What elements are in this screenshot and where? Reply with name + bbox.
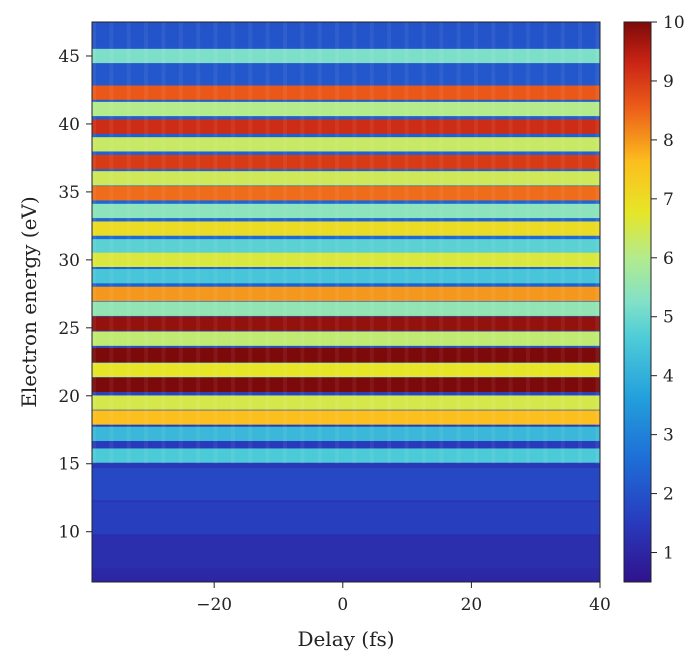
energy-band xyxy=(92,48,600,64)
modulation-stripe xyxy=(196,22,201,464)
colorbar-tick-label: 6 xyxy=(663,249,674,269)
colorbar-tick-label: 8 xyxy=(663,131,674,151)
modulation-stripe xyxy=(578,22,583,464)
modulation-stripe xyxy=(456,22,461,464)
energy-band xyxy=(92,171,600,186)
modulation-stripe xyxy=(560,22,565,464)
x-axis-label: Delay (fs) xyxy=(297,627,394,651)
energy-band xyxy=(92,395,600,410)
x-tick-label: 40 xyxy=(589,595,611,615)
modulation-stripe xyxy=(144,22,149,464)
plot-area xyxy=(91,21,601,583)
modulation-stripe xyxy=(387,22,392,464)
modulation-stripe xyxy=(508,22,513,464)
energy-band xyxy=(92,426,600,441)
colorbar-tick-label: 3 xyxy=(663,426,674,446)
modulation-stripe xyxy=(439,22,444,464)
y-axis-label: Electron energy (eV) xyxy=(17,196,41,407)
energy-band xyxy=(92,252,600,267)
energy-band xyxy=(92,137,600,152)
energy-band xyxy=(92,331,600,346)
energy-band xyxy=(92,377,600,393)
modulation-stripe xyxy=(526,22,531,464)
modulation-stripe xyxy=(213,22,218,464)
colorbar-frame xyxy=(623,21,652,583)
energy-band xyxy=(92,467,600,501)
modulation-stripe xyxy=(92,22,96,464)
energy-band xyxy=(92,501,600,535)
modulation-stripe xyxy=(473,22,478,464)
colorbar-tick-label: 10 xyxy=(663,13,685,33)
energy-band xyxy=(92,101,600,117)
modulation-stripe xyxy=(109,22,114,464)
y-tick-label: 40 xyxy=(58,115,80,135)
colorbar-tick-label: 1 xyxy=(663,544,674,564)
energy-band xyxy=(92,316,600,331)
y-tick-label: 30 xyxy=(58,251,80,271)
energy-band xyxy=(92,535,600,569)
delay-modulation xyxy=(92,22,600,464)
energy-band xyxy=(92,448,600,463)
x-tick-label: −20 xyxy=(196,595,232,615)
energy-band xyxy=(92,203,600,219)
modulation-stripe xyxy=(335,22,340,464)
y-tick-label: 45 xyxy=(58,47,80,67)
y-tick-label: 25 xyxy=(58,319,80,339)
modulation-stripe xyxy=(491,22,496,464)
modulation-stripe xyxy=(230,22,235,464)
colorbar-tick-label: 4 xyxy=(663,367,674,387)
y-tick-label: 15 xyxy=(58,455,80,475)
y-tick-label: 20 xyxy=(58,387,80,407)
modulation-stripe xyxy=(248,22,253,464)
colorbar-tick-label: 5 xyxy=(663,308,674,328)
modulation-stripe xyxy=(317,22,322,464)
colorbar-ticks: 1 2 3 4 5 6 7 8 9 10 xyxy=(651,13,685,564)
colorbar: 1 2 3 4 5 6 7 8 9 10 xyxy=(623,13,685,583)
modulation-stripe xyxy=(265,22,270,464)
modulation-stripe xyxy=(421,22,426,464)
modulation-stripe xyxy=(595,22,600,464)
colorbar-tick-label: 7 xyxy=(663,190,674,210)
modulation-stripe xyxy=(369,22,374,464)
plot-frame xyxy=(91,21,601,583)
energy-band xyxy=(92,286,600,301)
energy-band xyxy=(92,154,600,170)
modulation-stripe xyxy=(161,22,166,464)
energy-bands xyxy=(92,48,600,569)
colorbar-tick-label: 9 xyxy=(663,72,674,92)
colorbar-fill xyxy=(624,22,651,582)
energy-band xyxy=(92,119,600,134)
energy-band xyxy=(92,301,600,316)
modulation-stripe xyxy=(300,22,305,464)
x-tick-label: 20 xyxy=(461,595,483,615)
modulation-stripe xyxy=(543,22,548,464)
modulation-stripe xyxy=(126,22,131,464)
modulation-stripe xyxy=(282,22,287,464)
modulation-stripe xyxy=(178,22,183,464)
x-axis: −20 0 20 40 xyxy=(196,582,611,615)
modulation-stripe xyxy=(404,22,409,464)
x-tick-label: 0 xyxy=(337,595,348,615)
energy-band xyxy=(92,186,600,201)
modulation-stripe xyxy=(352,22,357,464)
energy-band xyxy=(92,269,600,284)
y-axis: 10 15 20 25 30 35 40 45 xyxy=(58,47,92,543)
energy-band xyxy=(92,347,600,363)
energy-band xyxy=(92,410,600,425)
colorbar-tick-label: 2 xyxy=(663,485,674,505)
energy-band xyxy=(92,239,600,254)
y-tick-label: 10 xyxy=(58,523,80,543)
energy-band xyxy=(92,362,600,378)
energy-band xyxy=(92,221,600,236)
y-tick-label: 35 xyxy=(58,183,80,203)
energy-band xyxy=(92,85,600,100)
